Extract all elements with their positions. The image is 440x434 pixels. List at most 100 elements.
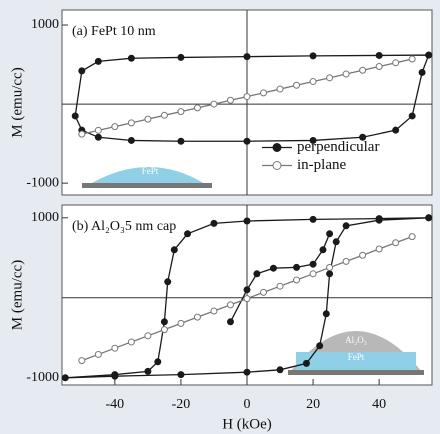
data-point bbox=[392, 59, 400, 67]
data-point bbox=[375, 245, 383, 253]
inset-label: Al₂O₃ bbox=[345, 335, 367, 345]
data-point bbox=[127, 119, 135, 127]
data-point bbox=[177, 137, 185, 145]
data-point bbox=[61, 374, 69, 382]
data-point bbox=[210, 307, 218, 315]
data-point bbox=[260, 89, 268, 97]
inset-label: FePt bbox=[348, 352, 365, 362]
legend-label: in-plane bbox=[297, 157, 346, 173]
data-point bbox=[319, 246, 327, 254]
data-point bbox=[164, 278, 172, 286]
data-point bbox=[408, 233, 416, 241]
data-point bbox=[94, 133, 102, 141]
series bbox=[71, 51, 433, 145]
data-point bbox=[408, 55, 416, 63]
data-point bbox=[326, 74, 334, 82]
data-point bbox=[243, 93, 251, 101]
data-point bbox=[127, 54, 135, 62]
data-point bbox=[342, 222, 350, 230]
data-point bbox=[309, 270, 317, 278]
data-point bbox=[359, 133, 367, 141]
data-point bbox=[269, 264, 277, 272]
data-point bbox=[342, 257, 350, 265]
data-point bbox=[375, 51, 383, 59]
data-point bbox=[94, 350, 102, 358]
data-point bbox=[260, 288, 268, 296]
data-point bbox=[309, 52, 317, 60]
data-point bbox=[302, 359, 310, 367]
data-point bbox=[111, 372, 119, 380]
data-point bbox=[144, 115, 152, 123]
data-point bbox=[309, 260, 317, 268]
data-point bbox=[210, 219, 218, 227]
data-point bbox=[392, 126, 400, 134]
data-point bbox=[71, 112, 79, 120]
legend-marker bbox=[272, 161, 282, 170]
series bbox=[78, 55, 416, 138]
data-point bbox=[293, 81, 301, 89]
series-line bbox=[74, 54, 430, 142]
data-point bbox=[94, 57, 102, 65]
data-point bbox=[243, 53, 251, 61]
data-point bbox=[322, 310, 330, 318]
data-point bbox=[326, 270, 334, 278]
panel-title: (a) FePt 10 nm bbox=[72, 24, 156, 39]
y-tick-label: -1000 bbox=[26, 370, 59, 385]
data-point bbox=[392, 239, 400, 247]
data-point bbox=[342, 70, 350, 78]
inset-film bbox=[296, 352, 416, 370]
x-tick-label: -20 bbox=[172, 397, 191, 412]
data-point bbox=[375, 63, 383, 71]
data-point bbox=[253, 270, 261, 278]
data-point bbox=[408, 112, 416, 120]
data-point bbox=[243, 217, 251, 225]
y-axis-label: M (emu/cc) bbox=[9, 260, 25, 330]
data-point bbox=[94, 126, 102, 134]
series bbox=[78, 233, 416, 365]
data-point bbox=[226, 301, 234, 309]
data-point bbox=[316, 342, 324, 350]
y-tick-label: -1000 bbox=[26, 175, 59, 190]
y-axis-label: M (emu/cc) bbox=[9, 67, 25, 137]
data-point bbox=[160, 326, 168, 334]
data-point bbox=[309, 78, 317, 86]
data-point bbox=[144, 332, 152, 340]
data-point bbox=[177, 371, 185, 379]
data-point bbox=[293, 263, 301, 271]
data-point bbox=[309, 215, 317, 223]
inset-film bbox=[90, 167, 205, 184]
y-tick-label: 1000 bbox=[31, 17, 59, 32]
data-point bbox=[184, 230, 192, 238]
data-point bbox=[144, 367, 152, 375]
data-point bbox=[111, 123, 119, 131]
data-point bbox=[78, 357, 86, 365]
data-point bbox=[375, 216, 383, 224]
data-point bbox=[243, 137, 251, 145]
data-point bbox=[243, 295, 251, 303]
data-point bbox=[276, 282, 284, 290]
data-point bbox=[243, 368, 251, 376]
data-point bbox=[418, 68, 426, 76]
legend-marker bbox=[272, 143, 282, 152]
x-tick-label: 0 bbox=[244, 397, 251, 412]
data-point bbox=[127, 338, 135, 346]
data-point bbox=[243, 286, 251, 294]
data-point bbox=[160, 318, 168, 326]
data-point bbox=[332, 238, 340, 246]
data-point bbox=[359, 251, 367, 259]
data-point bbox=[226, 96, 234, 104]
data-point bbox=[78, 67, 86, 75]
data-point bbox=[177, 108, 185, 116]
data-point bbox=[170, 246, 178, 254]
data-point bbox=[177, 53, 185, 61]
data-point bbox=[193, 313, 201, 321]
data-point bbox=[154, 358, 162, 366]
inset-substrate bbox=[288, 370, 424, 375]
legend-label: perpendicular bbox=[297, 139, 379, 155]
data-point bbox=[359, 66, 367, 74]
inset-substrate bbox=[82, 183, 212, 188]
x-tick-label: 40 bbox=[372, 397, 386, 412]
y-tick-label: 1000 bbox=[31, 210, 59, 225]
data-point bbox=[160, 111, 168, 119]
